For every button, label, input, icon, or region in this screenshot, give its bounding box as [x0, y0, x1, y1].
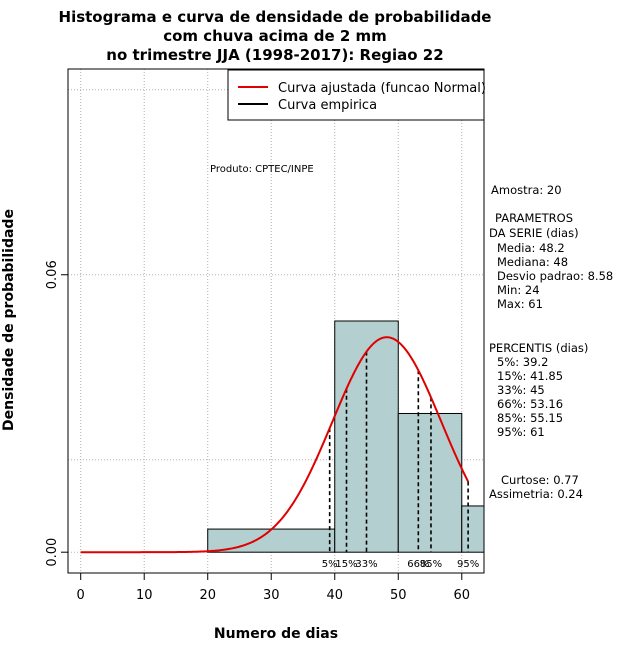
x-tick-label-4: 40	[326, 588, 343, 603]
stat-p95: 95%: 61	[497, 425, 545, 439]
legend: Curva ajustada (funcao Normal) Curva emp…	[227, 69, 486, 121]
stat-assimetria: Assimetria: 0.24	[489, 487, 583, 501]
y-tick-label-1: 0.06	[45, 260, 60, 289]
stat-parametros-title: PARAMETROS	[495, 211, 573, 225]
histogram-bar	[461, 505, 485, 553]
percentile-label-5: 95%	[457, 559, 479, 570]
x-tick-label-2: 20	[199, 588, 216, 603]
normal-curve	[80, 336, 470, 554]
stat-percentis-title: PERCENTIS (dias)	[489, 341, 588, 355]
x-axis-label: Numero de dias	[214, 626, 338, 642]
x-tick-label-6: 60	[453, 588, 470, 603]
chart-title-line-3: no trimestre JJA (1998-2017): Regiao 22	[106, 46, 443, 64]
y-axis-label: Densidade de probabilidade	[1, 209, 17, 431]
stat-curtose: Curtose: 0.77	[501, 473, 579, 487]
x-tick-label-5: 50	[390, 588, 407, 603]
statistics-panel: Amostra: 20 PARAMETROS DA SERIE (dias) M…	[489, 183, 613, 501]
stat-media: Media: 48.2	[497, 241, 565, 255]
stat-p66: 66%: 53.16	[497, 397, 563, 411]
stat-mediana: Mediana: 48	[497, 255, 568, 269]
chart-title-line-1: Histograma e curva de densidade de proba…	[59, 8, 492, 26]
y-axis: 0.00 0.06	[45, 260, 69, 567]
percentile-label-0: 5%	[322, 559, 338, 570]
x-tick-label-3: 30	[263, 588, 280, 603]
stat-min: Min: 24	[497, 283, 540, 297]
stat-p33: 33%: 45	[497, 383, 545, 397]
y-tick-label-0: 0.00	[45, 538, 60, 567]
x-tick-label-1: 10	[136, 588, 153, 603]
percentile-labels: 5%15%33% 66%85% 95%	[322, 559, 480, 570]
legend-label-empirical: Curva empirica	[278, 98, 377, 113]
stat-amostra: Amostra: 20	[491, 183, 562, 197]
histogram-bar	[397, 412, 463, 553]
stat-p5: 5%: 39.2	[497, 355, 548, 369]
percentile-label-1: 15%	[335, 559, 357, 570]
percentile-label-3: 66%	[407, 559, 429, 570]
stat-p15: 15%: 41.85	[497, 369, 563, 383]
stat-desvio: Desvio padrao: 8.58	[497, 269, 613, 283]
stat-parametros-subtitle: DA SERIE (dias)	[489, 226, 579, 240]
product-annotation: Produto: CPTEC/INPE	[210, 164, 314, 175]
legend-label-fitted: Curva ajustada (funcao Normal)	[278, 81, 486, 96]
percentile-lines	[328, 351, 469, 553]
x-tick-label-0: 0	[77, 588, 85, 603]
stat-p85: 85%: 55.15	[497, 411, 563, 425]
legend-box	[227, 69, 485, 121]
chart-title-line-2: com chuva acima de 2 mm	[163, 27, 387, 45]
stat-max: Max: 61	[497, 297, 543, 311]
percentile-label-2: 33%	[355, 559, 377, 570]
percentile-label-4: 85%	[420, 559, 442, 570]
x-axis: 0 10 20 30 40 50 60	[77, 572, 470, 603]
